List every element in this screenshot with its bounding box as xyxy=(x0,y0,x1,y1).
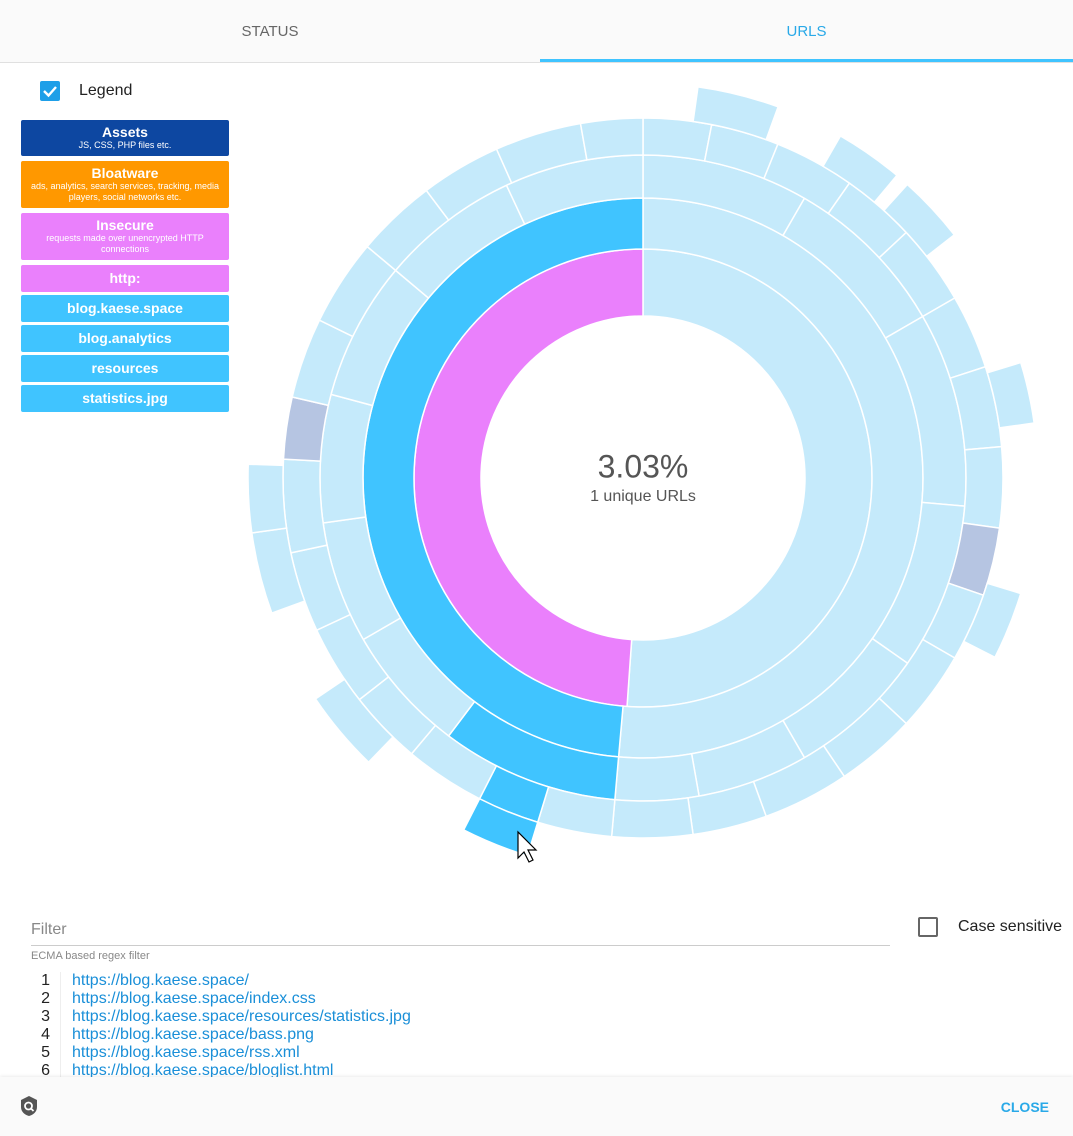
legend-item[interactable]: statistics.jpg xyxy=(21,385,229,412)
close-button[interactable]: CLOSE xyxy=(1000,1099,1049,1115)
legend-item[interactable]: Insecure requests made over unencrypted H… xyxy=(21,213,229,260)
center-value: 3.03% xyxy=(598,448,689,484)
legend-title: blog.kaese.space xyxy=(67,300,183,316)
sunburst-segment[interactable] xyxy=(986,361,1036,429)
app-icon xyxy=(21,1096,37,1116)
url-link[interactable]: https://blog.kaese.space/rss.xml xyxy=(72,1044,300,1061)
legend-item[interactable]: Assets JS, CSS, PHP files etc. xyxy=(21,120,229,156)
sunburst-segment[interactable] xyxy=(962,445,1004,529)
url-index: 2 xyxy=(41,990,50,1007)
legend-title: Assets xyxy=(102,124,148,140)
filter-underline xyxy=(31,945,890,946)
url-index: 6 xyxy=(41,1062,50,1079)
url-row: 2 https://blog.kaese.space/index.css xyxy=(28,990,411,1008)
legend-title: http: xyxy=(109,270,141,286)
url-index: 5 xyxy=(41,1044,50,1061)
legend-subtitle: JS, CSS, PHP files etc. xyxy=(78,140,172,150)
footer: CLOSE xyxy=(0,1077,1073,1136)
legend-item[interactable]: resources xyxy=(21,355,229,382)
legend-item[interactable]: blog.kaese.space xyxy=(21,295,229,322)
sunburst-segment[interactable] xyxy=(579,117,644,161)
sunburst: 3.03% 1 unique URLs xyxy=(247,85,1036,863)
case-label: Case sensitive xyxy=(958,918,1063,935)
center-label: 1 unique URLs xyxy=(590,488,696,505)
legend-title: Insecure xyxy=(96,217,154,233)
gutter-line xyxy=(60,972,61,1077)
url-link[interactable]: https://blog.kaese.space/ xyxy=(72,972,249,989)
url-row: 6 https://blog.kaese.space/bloglist.html xyxy=(28,1062,411,1080)
legend-subtitle: ads, analytics, search services, trackin… xyxy=(30,181,220,202)
sunburst-segment[interactable] xyxy=(610,797,694,839)
legend-item[interactable]: http: xyxy=(21,265,229,292)
url-row: 5 https://blog.kaese.space/rss.xml xyxy=(28,1044,411,1062)
legend-title: Bloatware xyxy=(91,165,159,181)
url-link[interactable]: https://blog.kaese.space/bloglist.html xyxy=(72,1062,334,1079)
tab-bar: STATUS URLS xyxy=(0,0,1073,63)
legend-toggle-label: Legend xyxy=(79,82,133,99)
sunburst-segment[interactable] xyxy=(692,85,780,141)
sunburst-segment[interactable] xyxy=(282,458,328,554)
url-index: 3 xyxy=(41,1008,50,1025)
legend-title: statistics.jpg xyxy=(82,390,168,406)
filter-hint: ECMA based regex filter xyxy=(31,950,150,962)
tab[interactable]: URLS xyxy=(540,0,1073,62)
url-link[interactable]: https://blog.kaese.space/resources/stati… xyxy=(72,1008,411,1025)
legend-title: resources xyxy=(91,360,159,376)
sunburst-segment[interactable] xyxy=(962,582,1022,659)
sunburst-segment[interactable] xyxy=(821,134,898,204)
url-row: 1 https://blog.kaese.space/ xyxy=(28,972,411,990)
tab[interactable]: STATUS xyxy=(241,23,299,40)
filter-input[interactable]: Filter xyxy=(31,921,67,938)
url-link[interactable]: https://blog.kaese.space/bass.png xyxy=(72,1026,314,1043)
sunburst-segment[interactable] xyxy=(314,678,394,764)
sunburst-segment[interactable] xyxy=(642,117,713,162)
legend-item[interactable]: blog.analytics xyxy=(21,325,229,352)
url-index: 4 xyxy=(41,1026,50,1043)
sunburst-segment[interactable] xyxy=(247,463,288,534)
url-list: 1 https://blog.kaese.space/2 https://blog.… xyxy=(28,972,411,1080)
url-index: 1 xyxy=(41,972,50,989)
cursor xyxy=(517,830,538,863)
legend-subtitle: requests made over unencrypted HTTP conn… xyxy=(46,233,204,254)
check-icon xyxy=(43,86,57,98)
case-checkbox[interactable] xyxy=(918,917,938,937)
legend-title: blog.analytics xyxy=(78,330,172,346)
legend-item[interactable]: Bloatware ads, analytics, search services… xyxy=(21,161,229,208)
sunburst-segment[interactable] xyxy=(282,396,330,462)
url-row: 4 https://blog.kaese.space/bass.png xyxy=(28,1026,411,1044)
sunburst-segment[interactable] xyxy=(882,183,956,258)
legend-checkbox[interactable] xyxy=(40,81,60,101)
sunburst-segment[interactable] xyxy=(614,752,700,802)
url-row: 3 https://blog.kaese.space/resources/stat… xyxy=(28,1008,411,1026)
url-link[interactable]: https://blog.kaese.space/index.css xyxy=(72,990,316,1007)
